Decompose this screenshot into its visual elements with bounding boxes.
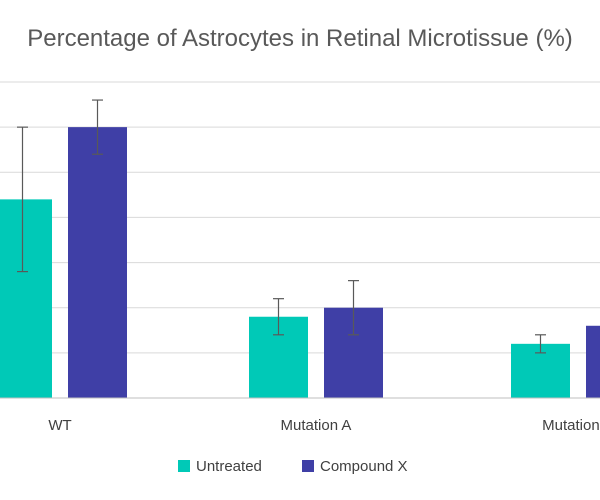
bar-untreated-0 [0,199,52,398]
chart-title: Percentage of Astrocytes in Retinal Micr… [27,25,573,52]
x-tick-label: Mutation A [281,417,352,434]
legend-label: Untreated [196,458,262,475]
legend: Untreated Compound X [178,458,408,475]
legend-swatch [178,460,190,472]
x-tick-labels: WT Mutation A Mutation B [48,417,600,434]
bar-compound-x-0 [68,127,127,399]
legend-swatch [302,460,314,472]
bars [0,127,600,399]
error-bars [17,99,546,354]
legend-label: Compound X [320,458,408,475]
bar-compound-x-2 [586,325,600,398]
x-tick-label: WT [48,417,71,434]
x-tick-label: Mutation B [542,417,600,434]
